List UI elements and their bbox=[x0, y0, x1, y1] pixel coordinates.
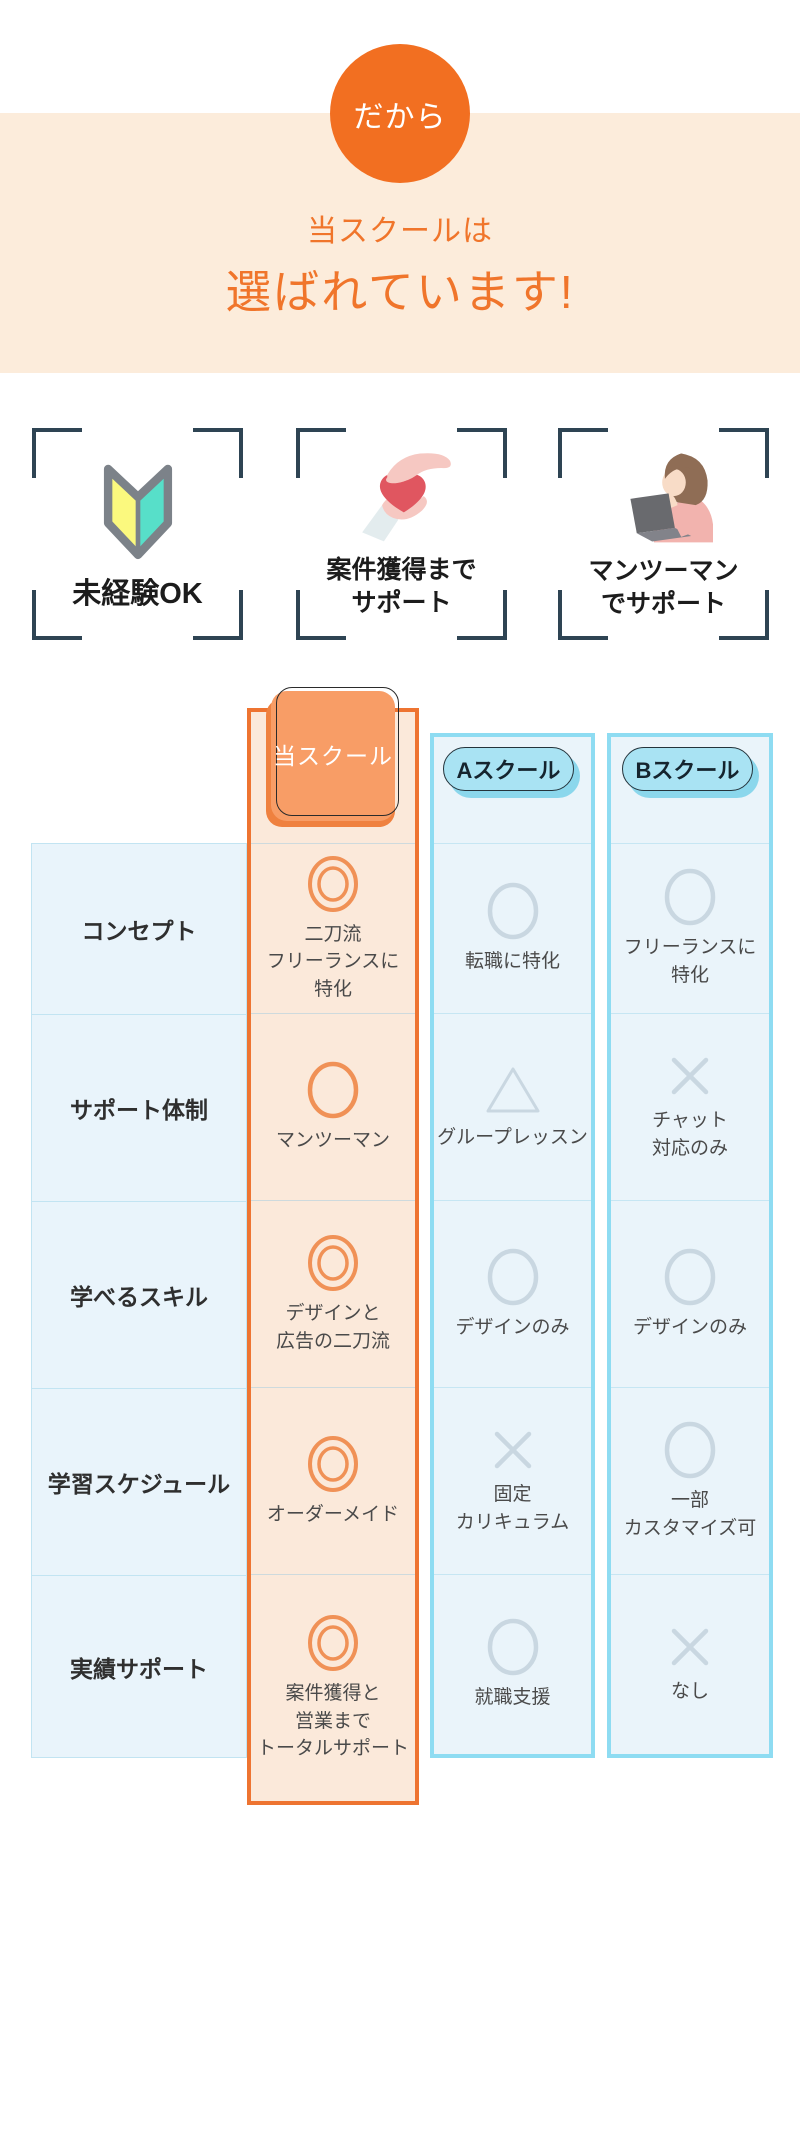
bracket-corner bbox=[719, 428, 769, 478]
feature-badge-one-on-one: マンツーマン でサポート bbox=[558, 428, 769, 640]
cell-text: 二刀流 フリーランスに 特化 bbox=[266, 923, 400, 1000]
cell-text: マンツーマン bbox=[275, 1129, 390, 1151]
mark-icon bbox=[663, 1420, 717, 1480]
bracket-corner bbox=[32, 428, 82, 478]
table-label-column: コンセプト サポート体制 学べるスキル 学習スケジュール 実績サポート bbox=[31, 843, 247, 1758]
table-cell: デザインと 広告の二刀流 bbox=[251, 1200, 415, 1387]
table-cell: 就職支援 bbox=[434, 1574, 591, 1754]
table-cell: 転職に特化 bbox=[434, 843, 591, 1013]
dakara-label: だから bbox=[353, 100, 447, 134]
mark-icon bbox=[666, 1052, 714, 1100]
table-cell: デザインのみ bbox=[434, 1200, 591, 1387]
cell-text: デザインのみ bbox=[455, 1316, 570, 1338]
mark-icon bbox=[486, 881, 540, 941]
feature-badge-project-support: 案件獲得まで サポート bbox=[296, 428, 507, 640]
mark-icon bbox=[306, 854, 360, 914]
bracket-corner bbox=[296, 590, 346, 640]
table-cell: なし bbox=[611, 1574, 769, 1754]
mark-icon bbox=[306, 1434, 360, 1494]
table-cell: 固定 カリキュラム bbox=[434, 1387, 591, 1574]
cell-text: フリーランスに 特化 bbox=[623, 937, 757, 986]
column-header-school-a: Aスクール bbox=[443, 747, 581, 799]
cell-text: 案件獲得と 営業まで トータルサポート bbox=[256, 1683, 409, 1760]
cell-text: 固定 カリキュラム bbox=[455, 1483, 570, 1533]
table-column-our-school: 二刀流 フリーランスに 特化 マンツーマン デザインと 広告の二刀流 オーダーメ… bbox=[247, 708, 419, 1805]
bracket-corner bbox=[457, 428, 507, 478]
feature-label: 未経験OK bbox=[72, 577, 203, 610]
mark-icon bbox=[663, 867, 717, 927]
mark-icon bbox=[486, 1247, 540, 1307]
cell-text: デザインのみ bbox=[632, 1316, 747, 1338]
row-label: 学習スケジュール bbox=[32, 1388, 246, 1575]
mark-icon bbox=[486, 1617, 540, 1677]
mark-icon bbox=[484, 1063, 542, 1117]
table-cell: チャット 対応のみ bbox=[611, 1013, 769, 1200]
card-outline bbox=[276, 687, 399, 816]
row-label: コンセプト bbox=[81, 918, 197, 944]
table-cell: デザインのみ bbox=[611, 1200, 769, 1387]
feature-label: マンツーマン でサポート bbox=[588, 557, 739, 618]
mark-icon bbox=[306, 1233, 360, 1293]
bracket-corner bbox=[296, 428, 346, 478]
table-cell: 二刀流 フリーランスに 特化 bbox=[251, 843, 415, 1013]
feature-badge-beginner-ok: 未経験OK bbox=[32, 428, 243, 640]
cell-text: 一部 カスタマイズ可 bbox=[623, 1489, 757, 1539]
cell-text: デザインと 広告の二刀流 bbox=[275, 1302, 390, 1352]
woman-laptop-icon bbox=[605, 448, 723, 546]
mark-icon bbox=[306, 1060, 360, 1120]
column-header-label: Aスクール bbox=[443, 747, 574, 791]
bracket-corner bbox=[193, 590, 243, 640]
feature-label: 案件獲得まで サポート bbox=[326, 556, 477, 617]
bracket-corner bbox=[719, 590, 769, 640]
cell-text: オーダーメイド bbox=[266, 1503, 400, 1525]
bracket-corner bbox=[457, 590, 507, 640]
mark-icon bbox=[666, 1623, 714, 1671]
table-cell: マンツーマン bbox=[251, 1013, 415, 1200]
bracket-corner bbox=[558, 428, 608, 478]
cell-text: なし bbox=[670, 1681, 709, 1703]
dakara-circle-badge: だから bbox=[330, 44, 470, 183]
column-header-our-school: 当スクール bbox=[266, 687, 400, 827]
cell-text: 就職支援 bbox=[474, 1687, 551, 1709]
row-label: 学べるスキル bbox=[32, 1201, 246, 1388]
column-header-school-b: Bスクール bbox=[622, 747, 760, 799]
cell-text: グループレッスン bbox=[437, 1126, 588, 1148]
table-column-school-b: フリーランスに 特化 チャット 対応のみ デザインのみ 一部 カスタマイズ可 な… bbox=[607, 733, 773, 1758]
column-header-label: 当スクール bbox=[273, 743, 393, 769]
bracket-corner bbox=[558, 590, 608, 640]
row-label: 実績サポート bbox=[32, 1575, 246, 1757]
column-header-label: Bスクール bbox=[622, 747, 753, 791]
cell-text: 転職に特化 bbox=[464, 951, 560, 973]
mark-icon bbox=[663, 1247, 717, 1307]
table-cell: グループレッスン bbox=[434, 1013, 591, 1200]
hero-title: 選ばれています! bbox=[225, 266, 575, 318]
table-cell: 一部 カスタマイズ可 bbox=[611, 1387, 769, 1574]
table-cell: 案件獲得と 営業まで トータルサポート bbox=[251, 1574, 415, 1801]
mark-icon bbox=[306, 1613, 360, 1673]
cell-text: チャット 対応のみ bbox=[651, 1109, 728, 1159]
hand-heart-icon bbox=[347, 449, 457, 545]
row-label: サポート体制 bbox=[32, 1014, 246, 1201]
table-cell: フリーランスに 特化 bbox=[611, 843, 769, 1013]
card-fill bbox=[271, 691, 395, 821]
beginner-mark-icon bbox=[96, 455, 180, 567]
table-column-school-a: 転職に特化 グループレッスン デザインのみ 固定 カリキュラム 就職支援 bbox=[430, 733, 595, 1758]
mark-icon bbox=[489, 1426, 537, 1474]
table-cell: オーダーメイド bbox=[251, 1387, 415, 1574]
bracket-corner bbox=[32, 590, 82, 640]
bracket-corner bbox=[193, 428, 243, 478]
hero-subtitle: 当スクールは bbox=[307, 215, 493, 248]
